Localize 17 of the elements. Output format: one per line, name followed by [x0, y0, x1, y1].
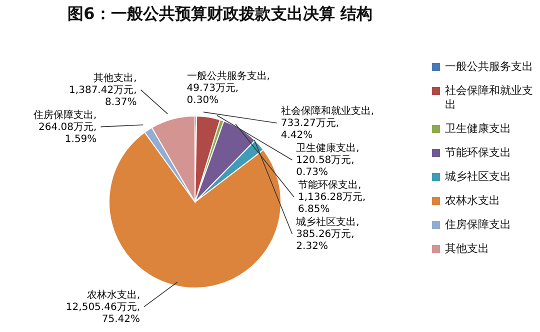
legend-label: 一般公共服务支出: [445, 60, 533, 74]
data-label: 一般公共服务支出, 49.73万元, 0.30%: [186, 70, 270, 106]
legend-label: 住房保障支出: [445, 218, 511, 232]
legend-label: 农林水支出: [445, 194, 500, 208]
data-label: 其他支出, 1,387.42万元, 8.37%: [69, 72, 137, 108]
data-label: 农林水支出, 12,505.46万元, 75.42%: [66, 288, 140, 325]
legend-label: 节能环保支出: [445, 146, 511, 160]
legend-label: 其他支出: [445, 242, 489, 256]
legend-label: 社会保障和就业支出: [445, 84, 534, 112]
data-label: 卫生健康支出, 120.58万元, 0.73%: [296, 142, 360, 178]
legend-label: 卫生健康支出: [445, 122, 511, 136]
data-label: 城乡社区支出, 385.26万元, 2.32%: [295, 216, 360, 252]
chart-title: 图6：一般公共预算财政拨款支出决算 结构: [66, 4, 374, 25]
data-label: 社会保障和就业支出, 733.27万元, 4.42%: [280, 105, 374, 142]
data-label: 节能环保支出, 1,136.28万元, 6.85%: [298, 179, 366, 216]
data-label: 住房保障支出, 264.08万元, 1.59%: [34, 108, 97, 145]
legend-label: 城乡社区支出: [445, 170, 511, 184]
